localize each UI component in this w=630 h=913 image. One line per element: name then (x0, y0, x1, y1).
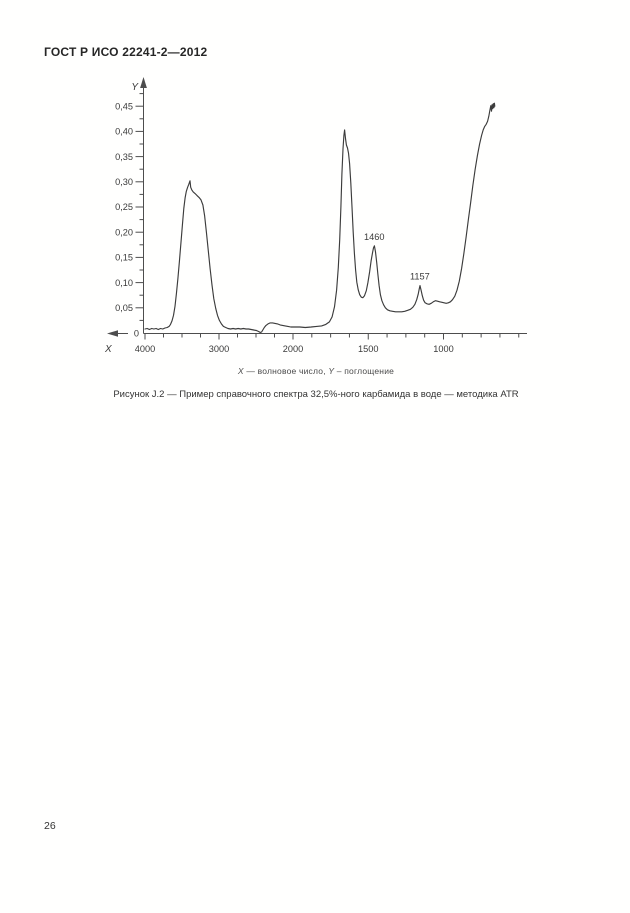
page-number: 26 (44, 820, 56, 832)
x-tick-label: 4000 (135, 344, 155, 354)
axis-legend-y-var: Y (328, 366, 335, 376)
document-header: ГОСТ Р ИСО 22241-2—2012 (44, 45, 208, 59)
y-tick-label: 0,15 (115, 253, 133, 263)
y-tick-label: 0,30 (115, 177, 133, 187)
x-axis-var-label: X (104, 344, 112, 355)
y-tick-label: 0,25 (115, 202, 133, 212)
x-axis-arrow-icon (107, 330, 118, 337)
origin-tick-label: 0 (134, 329, 139, 339)
y-tick-label: 0,45 (115, 101, 133, 111)
spectrum-chart: Y X 0 0,05 0,10 0,15 0,20 0,25 0,30 0,35 0,40 0,45 4… (104, 77, 527, 355)
axis-legend: X — волновое число, Y – поглощение (0, 366, 630, 376)
axis-legend-x-text: — волновое число, (243, 366, 329, 376)
y-tick-label: 0,05 (115, 303, 133, 313)
y-tick-label: 0,20 (115, 227, 133, 237)
y-tick-label: 0,35 (115, 152, 133, 162)
spectrum-figure: Y X 0 0,05 0,10 0,15 0,20 0,25 0,30 0,35 0,40 0,45 4… (0, 0, 630, 430)
peak-annotation: 1157 (410, 272, 430, 282)
y-tick-label: 0,10 (115, 278, 133, 288)
y-axis-var-label: Y (131, 82, 139, 93)
spectrum-curve (144, 102, 496, 334)
figure-caption: Рисунок J.2 — Пример справочного спектра… (113, 389, 519, 400)
axis-legend-y-text: – поглощение (334, 366, 395, 376)
y-axis-arrow-icon (140, 77, 147, 88)
x-tick-label: 2000 (283, 344, 303, 354)
y-tick-label: 0,40 (115, 127, 133, 137)
x-tick-label: 1000 (433, 344, 453, 354)
x-tick-label: 3000 (209, 344, 229, 354)
x-tick-label: 1500 (358, 344, 378, 354)
peak-annotation: 1460 (364, 232, 384, 242)
axis-legend-x-var: X (237, 366, 244, 376)
